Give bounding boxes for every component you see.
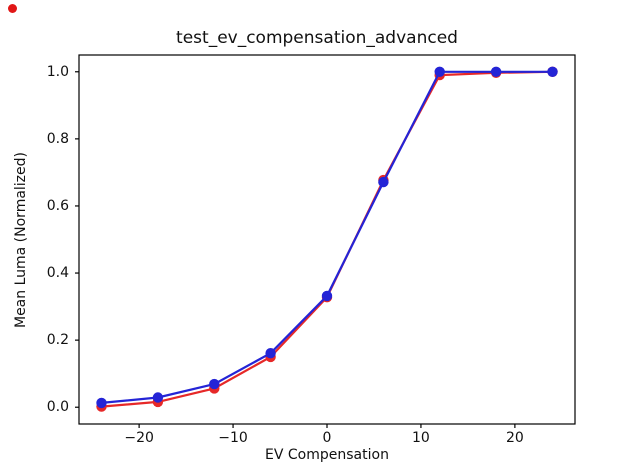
x-tick-label: 0 — [322, 430, 332, 446]
x-tick-label: −10 — [218, 430, 248, 446]
x-tick-label: −20 — [124, 430, 154, 446]
y-tick-label: 0.6 — [46, 197, 69, 214]
y-tick-label: 0.4 — [46, 265, 69, 282]
chart-title: test_ev_compensation_advanced — [176, 28, 458, 48]
y-tick-label: 0.2 — [46, 332, 69, 349]
y-tick-label: 0.0 — [46, 399, 69, 416]
y-tick-label: 0.8 — [46, 130, 69, 147]
x-tick-label: 20 — [505, 430, 524, 446]
x-axis-label: EV Compensation — [265, 447, 389, 463]
red-click-marker-dot — [7, 3, 17, 13]
x-tick-label: 10 — [412, 430, 430, 446]
y-tick-label: 1.0 — [46, 63, 69, 80]
